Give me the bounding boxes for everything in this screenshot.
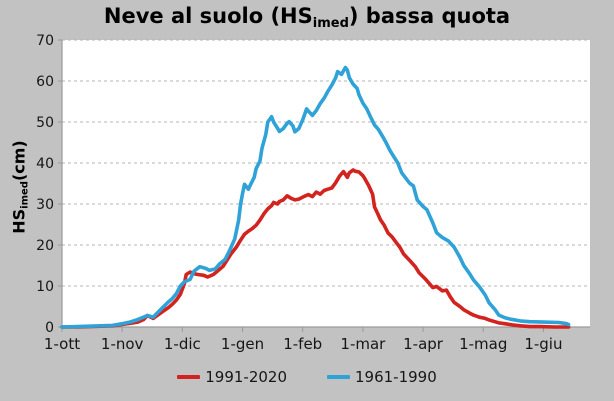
chart-title-text: Neve al suolo (HS (103, 4, 313, 28)
legend-swatch-red-line (177, 375, 201, 379)
x-tick-label: 1-mag (459, 335, 507, 353)
chart-title: Neve al suolo (HSimed) bassa quota (0, 4, 614, 31)
x-tick-label: 1-gen (221, 335, 264, 353)
x-tick-label: 1-feb (283, 335, 322, 353)
x-tick-label: 1-apr (403, 335, 444, 353)
y-tick-label: 30 (36, 197, 54, 213)
y-tick-label: 0 (45, 320, 54, 336)
y-tick-label: 20 (36, 238, 54, 254)
legend-label-1991-2020: 1991-2020 (205, 368, 287, 386)
y-tick-label: 50 (36, 115, 54, 131)
x-tick-label: 1-mar (340, 335, 386, 353)
legend-swatch-blue-line (327, 375, 350, 379)
legend-item-1991-2020[interactable]: 1991-2020 (177, 368, 287, 386)
x-tick-label: 1-giu (524, 335, 562, 353)
legend: 1991-2020 1961-1990 (0, 368, 614, 386)
y-tick-label: 70 (36, 33, 54, 49)
x-tick-label: 1-dic (164, 335, 201, 353)
y-tick-label: 60 (36, 74, 54, 90)
legend-item-1961-1990[interactable]: 1961-1990 (327, 368, 437, 386)
y-tick-label: 40 (36, 156, 54, 172)
plot-area (62, 40, 590, 327)
x-tick-label: 1-ott (44, 335, 80, 353)
legend-label-1961-1990: 1961-1990 (355, 368, 437, 386)
y-tick-label: 10 (36, 279, 54, 295)
series-line-1961-1990 (60, 65, 571, 329)
x-tick-label: 1-nov (101, 335, 144, 353)
chart-title-suffix: ) bassa quota (348, 4, 511, 28)
chart-title-subscript: imed (312, 16, 349, 31)
